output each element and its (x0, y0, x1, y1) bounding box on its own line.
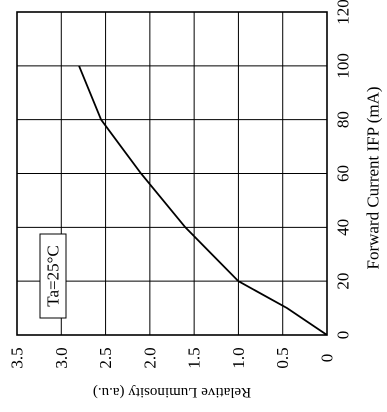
x-tick-label: 3.5 (8, 347, 27, 368)
x-tick-label: 2.0 (140, 347, 159, 368)
x-tick-label: 1.0 (229, 347, 248, 368)
y-tick-label: 20 (334, 273, 353, 290)
y-tick-label: 0 (334, 331, 353, 340)
x-tick-labels: 3.5 3.0 2.5 2.0 1.5 1.0 0.5 0 (8, 347, 337, 368)
annotation-box: Ta=25°C (39, 233, 67, 319)
x-tick-label: 0.5 (273, 347, 292, 368)
y-tick-label: 40 (334, 219, 353, 236)
x-tick-label: 2.5 (96, 347, 115, 368)
y-tick-label: 120 (334, 0, 353, 25)
annotation-text: Ta=25°C (44, 245, 63, 306)
x-tick-label: 1.5 (185, 347, 204, 368)
x-axis-label: Relative Luminosity (a.u.) (93, 384, 251, 400)
y-axis-label: Forward Current IFP (mA) (364, 86, 383, 269)
y-tick-label: 60 (334, 165, 353, 182)
plot-frame (16, 11, 328, 336)
grid-lines (17, 12, 327, 335)
y-tick-label: 80 (334, 111, 353, 128)
x-tick-label: 0 (318, 354, 337, 363)
x-tick-label: 3.0 (52, 347, 71, 368)
y-tick-labels: 0 20 40 60 80 100 120 (334, 0, 353, 339)
series-line (78, 65, 328, 336)
y-tick-label: 100 (334, 53, 353, 79)
